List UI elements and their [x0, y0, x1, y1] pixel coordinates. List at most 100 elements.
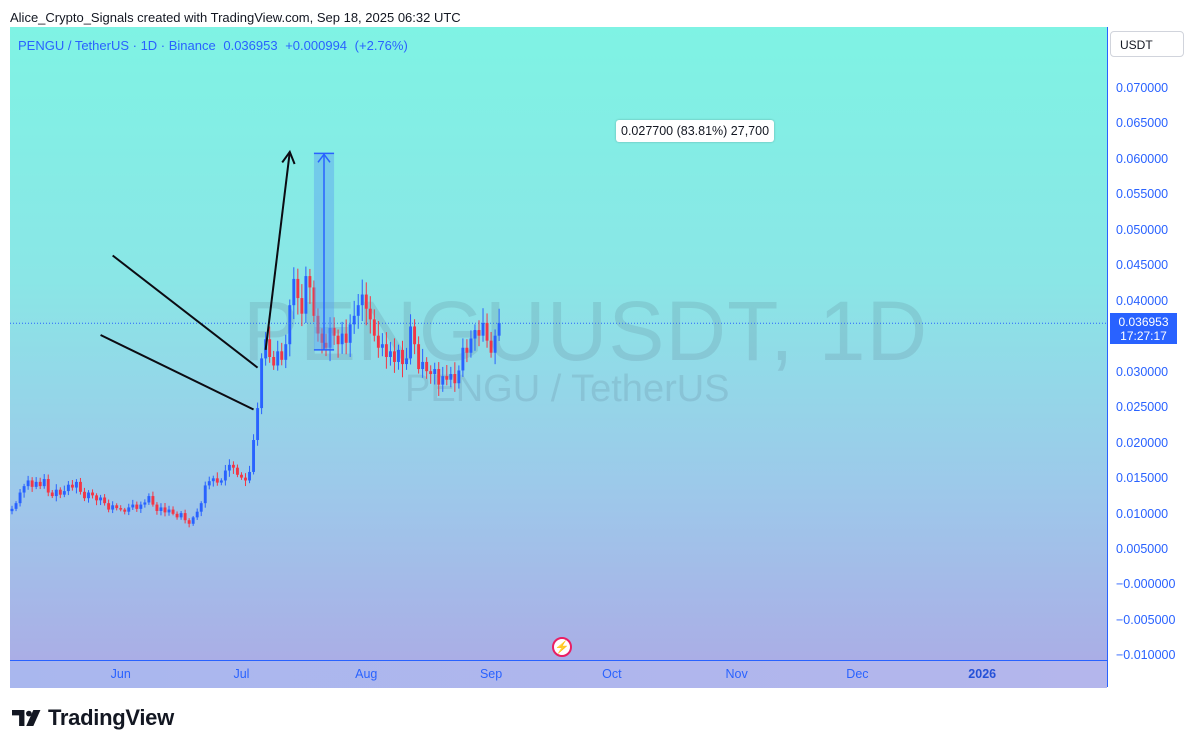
price-tick-label: 0.070000	[1116, 80, 1169, 95]
candle-body	[38, 481, 42, 487]
candle-body	[417, 344, 421, 370]
candle-body	[328, 327, 332, 348]
candle-body	[360, 294, 364, 306]
candle-body	[288, 305, 292, 345]
candle-body	[195, 511, 199, 518]
price-tick-label: 0.025000	[1116, 400, 1169, 415]
candle-body	[231, 464, 235, 468]
candle-body	[111, 505, 115, 510]
candle-body	[83, 491, 86, 499]
candle-body	[340, 333, 344, 345]
candle-body	[372, 319, 376, 336]
candle-body	[380, 344, 384, 348]
time-tick-label: Dec	[846, 667, 869, 681]
candle-body	[457, 370, 461, 384]
candle-body	[280, 351, 284, 360]
candle-body	[473, 330, 477, 339]
symbol-legend[interactable]: PENGU / TetherUS · 1D · Binance 0.036953…	[18, 38, 412, 53]
candle-body	[316, 315, 320, 334]
symbol-watermark: PENGUUSDT, 1D	[243, 284, 929, 378]
candle-body	[54, 489, 58, 497]
price-tick-label: 0.045000	[1116, 258, 1169, 273]
candle-body	[409, 326, 413, 359]
candle-body	[304, 276, 308, 314]
candle-body	[429, 371, 433, 375]
candle-body	[70, 484, 74, 488]
candle-body	[308, 276, 312, 288]
candle-body	[179, 513, 183, 518]
chart-caption: Alice_Crypto_Signals created with Tradin…	[10, 10, 461, 25]
candle-body	[252, 440, 256, 472]
candle-body	[163, 507, 167, 513]
candle-body	[30, 480, 34, 487]
time-tick-label: Oct	[602, 667, 622, 681]
candle-body	[437, 369, 441, 385]
candle-body	[481, 322, 485, 336]
candle-body	[203, 485, 207, 504]
candle-body	[159, 507, 163, 511]
candle-body	[91, 492, 94, 496]
price-tick-label: 0.060000	[1116, 151, 1169, 166]
candle-body	[320, 333, 324, 343]
candle-body	[300, 298, 304, 314]
price-tick-label: −0.005000	[1116, 612, 1176, 627]
candle-body	[219, 480, 223, 483]
currency-unit-selector[interactable]: USDT	[1110, 31, 1184, 57]
candle-body	[493, 335, 497, 353]
candle-body	[131, 504, 135, 508]
candle-body	[191, 517, 195, 524]
candle-body	[143, 502, 147, 505]
candle-body	[18, 492, 22, 504]
current-price-value: 0.036953	[1118, 315, 1169, 329]
candle-body	[227, 464, 231, 471]
candle-body	[175, 513, 179, 518]
upper-trendline	[112, 254, 259, 369]
candle-body	[268, 339, 272, 357]
candle-body	[324, 342, 328, 348]
candle-body	[46, 479, 50, 493]
candle-body	[284, 344, 288, 360]
time-tick-label: Aug	[355, 667, 378, 681]
candle-body	[115, 505, 119, 509]
candle-body	[352, 315, 356, 325]
candle-body	[103, 497, 107, 504]
time-tick-label: 2026	[968, 667, 997, 681]
price-tick-label: 0.015000	[1116, 471, 1169, 486]
candle-body	[22, 486, 26, 493]
candle-body	[296, 278, 300, 299]
candle-body	[497, 322, 501, 336]
candle-body	[215, 478, 219, 483]
time-axis[interactable]	[10, 660, 1107, 688]
candle-body	[461, 347, 465, 371]
candle-body	[147, 496, 151, 503]
chart-plot-area[interactable]	[10, 27, 1107, 660]
price-tick-label: 0.010000	[1116, 506, 1169, 521]
candle-body	[26, 480, 30, 487]
candle-body	[66, 484, 70, 492]
flash-icon[interactable]: ⚡	[552, 637, 572, 657]
projection-arrowhead	[281, 149, 296, 165]
current-price-tag: 0.036953 17:27:17	[1110, 313, 1177, 344]
candle-body	[34, 481, 38, 487]
price-axis[interactable]	[1107, 27, 1191, 687]
candle-body	[256, 408, 260, 441]
candle-body	[485, 322, 489, 341]
candle-body	[42, 479, 46, 487]
candle-body	[135, 504, 139, 509]
candle-body	[119, 508, 123, 510]
candle-body	[272, 356, 276, 366]
candle-body	[58, 489, 62, 495]
price-range-label[interactable]: 0.027700 (83.81%) 27,700	[616, 120, 775, 142]
price-tick-label: 0.040000	[1116, 293, 1169, 308]
candle-body	[312, 287, 316, 316]
candle-body	[489, 340, 493, 353]
candle-body	[421, 361, 425, 370]
price-range-arrowhead	[317, 153, 331, 163]
candle-body	[207, 481, 211, 486]
price-tick-label: 0.050000	[1116, 222, 1169, 237]
candle-body	[368, 308, 372, 320]
candle-body	[240, 474, 243, 478]
lower-trendline	[100, 334, 254, 411]
price-tick-label: −0.000000	[1116, 577, 1176, 592]
